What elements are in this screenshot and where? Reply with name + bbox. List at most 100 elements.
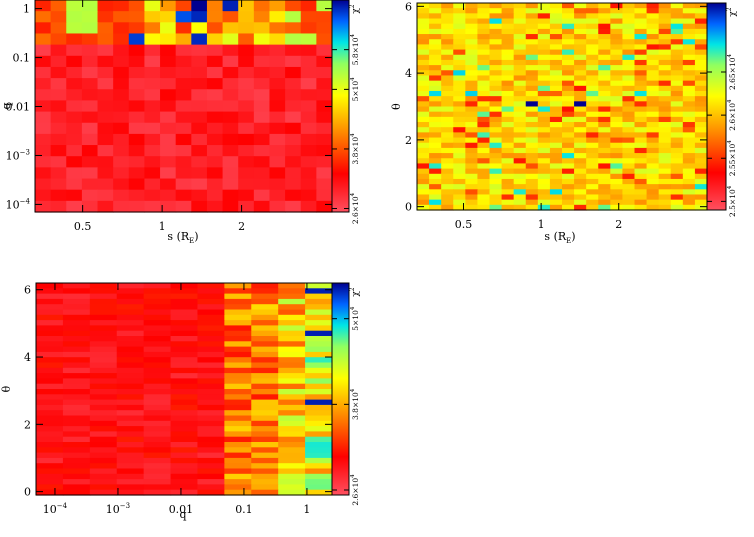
- heatmap-cell: [417, 90, 430, 97]
- heatmap-cell: [610, 65, 624, 71]
- heatmap-cell: [477, 184, 491, 190]
- heatmap-cell: [170, 484, 199, 491]
- heatmap-cell: [417, 75, 430, 82]
- heatmap-cell: [253, 100, 271, 113]
- heatmap-cell: [253, 22, 271, 35]
- heatmap-cell: [646, 49, 660, 56]
- heatmap-cell: [170, 341, 199, 348]
- heatmap-cell: [441, 96, 454, 102]
- heatmap-cell: [670, 184, 684, 190]
- heatmap-cell: [537, 168, 551, 175]
- heatmap-cell: [197, 410, 225, 417]
- heatmap-cell: [610, 28, 624, 35]
- heatmap-cell: [238, 89, 255, 102]
- heatmap-cell: [269, 156, 286, 168]
- heatmap-cell: [62, 389, 91, 395]
- heatmap-cell: [453, 163, 466, 170]
- heatmap-cell: [36, 479, 64, 485]
- heatmap-cell: [610, 75, 624, 82]
- heatmap-cell: [634, 158, 648, 165]
- heatmap-cell: [305, 404, 333, 411]
- heatmap-cell: [598, 116, 611, 123]
- heatmap-cell: [610, 85, 624, 92]
- heatmap-cell: [682, 137, 696, 144]
- heatmap-cell: [89, 346, 118, 353]
- heatmap-cell: [36, 320, 64, 326]
- heatmap-cell: [465, 23, 479, 30]
- heatmap-cell: [658, 80, 672, 87]
- heatmap-cell: [417, 147, 430, 154]
- heatmap-cell: [453, 153, 466, 159]
- heatmap-cell: [682, 70, 696, 77]
- heatmap-cell: [305, 479, 333, 485]
- colorbar-tick-label: 2.5×104: [727, 185, 737, 217]
- heatmap-cell: [116, 468, 145, 475]
- heatmap-cell: [285, 33, 302, 46]
- heatmap-cell: [622, 54, 636, 61]
- heatmap-cell: [682, 147, 696, 154]
- heatmap-cell: [206, 189, 224, 202]
- heatmap-cell: [682, 18, 696, 25]
- heatmap-cell: [549, 13, 563, 20]
- heatmap-cell: [429, 173, 442, 180]
- heatmap-cell: [50, 100, 67, 113]
- heatmap-cell: [549, 173, 563, 180]
- heatmap-cell: [429, 39, 442, 45]
- heatmap-cell: [175, 145, 192, 157]
- heatmap-cell: [562, 111, 575, 118]
- colorbar-tick-label: 2.65×104: [727, 53, 737, 90]
- heatmap-cell: [89, 325, 118, 332]
- heatmap-cell: [549, 106, 563, 113]
- heatmap-cell: [143, 357, 172, 364]
- heatmap-cell: [278, 457, 306, 464]
- heatmap-cell: [682, 75, 696, 82]
- heatmap-cell: [501, 49, 515, 56]
- heatmap-cell: [113, 156, 130, 168]
- colorbar-tick-label: 3.8×104: [350, 388, 360, 420]
- heatmap-cell: [453, 18, 466, 25]
- heatmap-cell: [128, 200, 146, 213]
- heatmap-cell: [224, 431, 252, 438]
- heatmap-cell: [66, 11, 83, 23]
- heatmap-cell: [670, 137, 684, 144]
- heatmap-cell: [429, 90, 442, 97]
- heatmap-cell: [477, 44, 491, 51]
- heatmap-cell: [586, 127, 599, 133]
- heatmap-cell: [222, 11, 239, 23]
- heatmap-cell: [62, 447, 91, 454]
- heatmap-cell: [197, 293, 225, 300]
- heatmap-cell: [670, 23, 684, 30]
- heatmap-cell: [634, 49, 648, 56]
- heatmap-cell: [285, 100, 302, 113]
- heatmap-cell: [525, 111, 539, 118]
- heatmap-cell: [489, 132, 503, 139]
- heatmap-cell: [610, 54, 624, 61]
- heatmap-cell: [537, 70, 551, 77]
- heatmap-cell: [598, 70, 611, 77]
- heatmap-cell: [300, 11, 317, 23]
- heatmap-cell: [513, 142, 527, 149]
- heatmap-cell: [465, 44, 479, 51]
- y-tick-label: 10−3: [6, 148, 30, 162]
- heatmap-cell: [269, 66, 286, 79]
- heatmap-cell: [285, 178, 302, 191]
- heatmap-cell: [429, 111, 442, 118]
- heatmap-cell: [610, 13, 624, 20]
- heatmap-cell: [170, 383, 199, 390]
- heatmap-cell: [501, 34, 515, 40]
- heatmap-cell: [62, 436, 91, 443]
- heatmap-cell: [658, 173, 672, 180]
- heatmap-cell: [222, 178, 239, 191]
- heatmap-cell: [128, 111, 146, 124]
- heatmap-cell: [89, 442, 118, 448]
- heatmap-cell: [549, 189, 563, 196]
- heatmap-cell: [598, 147, 611, 154]
- heatmap-cell: [586, 39, 599, 45]
- heatmap-cell: [89, 304, 118, 311]
- heatmap-cell: [224, 309, 252, 316]
- heatmap-cell: [525, 18, 539, 25]
- heatmap-cell: [224, 468, 252, 475]
- heatmap-cell: [562, 173, 575, 180]
- heatmap-cell: [441, 3, 454, 9]
- heatmap-cell: [36, 447, 64, 454]
